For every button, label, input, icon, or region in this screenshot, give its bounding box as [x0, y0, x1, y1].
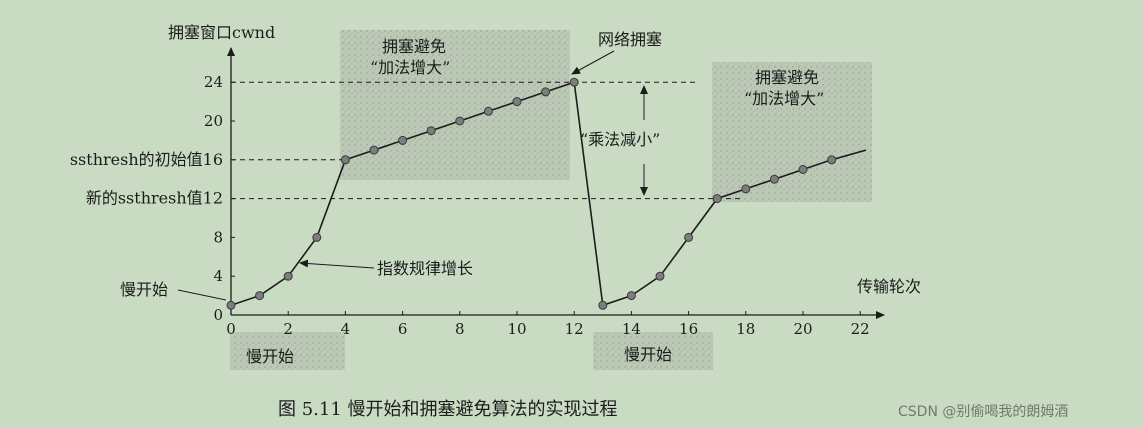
data-point: [741, 184, 751, 194]
x-tick-label: 16: [679, 320, 698, 338]
exp-growth-label: 指数规律增长: [377, 259, 473, 278]
y-tick-label: 20: [204, 112, 223, 130]
y-ticks: 0 4 8 新的ssthresh值12 ssthresh的初始值16 20 24: [70, 73, 235, 324]
watermark: CSDN @别偷喝我的朗姆酒: [898, 404, 1068, 420]
x-tick-label: 20: [793, 320, 812, 338]
data-point: [512, 97, 522, 107]
slow-start-bottom-label-1: 慢开始: [246, 347, 294, 366]
x-ticks: 0 2 4 6 8 10 12 14 16 18 20 22: [226, 311, 870, 338]
axes: 拥塞窗口cwnd 传输轮次: [168, 23, 921, 319]
data-point: [655, 271, 665, 281]
x-tick-label: 8: [455, 320, 465, 338]
x-tick-label: 12: [565, 320, 584, 338]
data-point: [398, 135, 408, 145]
data-point: [798, 165, 808, 174]
data-point: [426, 126, 436, 136]
shade-congestion-avoidance-2: [712, 62, 872, 202]
data-point: [455, 116, 465, 126]
data-point: [626, 291, 636, 301]
data-point: [684, 232, 694, 242]
data-point: [283, 271, 293, 281]
cwnd-series: [226, 77, 867, 310]
data-point: [340, 155, 350, 165]
x-tick-label: 14: [622, 320, 641, 338]
data-point: [827, 155, 837, 165]
x-tick-label: 18: [736, 320, 755, 338]
data-point: [226, 300, 236, 310]
y-tick-label: 新的ssthresh值12: [86, 189, 223, 208]
y-tick-label: 4: [213, 267, 223, 285]
reference-lines: [231, 81, 741, 200]
congestion-pointer: [571, 50, 615, 75]
slow-start-bottom-label-2: 慢开始: [624, 345, 672, 364]
data-point: [541, 87, 551, 97]
ca1-label-line1: 拥塞避免: [382, 37, 446, 56]
y-tick-label: 24: [204, 73, 223, 91]
annotations: 慢开始 慢开始 慢开始 指数规律增长 拥塞避免 “加法增大” 拥塞避免 “加法增…: [120, 30, 824, 366]
ca1-label-line2: “加法增大”: [370, 58, 450, 77]
y-axis-label: 拥塞窗口cwnd: [168, 23, 275, 42]
data-point: [569, 77, 579, 87]
x-tick-label: 6: [398, 320, 408, 338]
data-point: [312, 232, 322, 242]
x-tick-label: 0: [226, 320, 236, 338]
figure-caption: 图 5.11 慢开始和拥塞避免算法的实现过程: [278, 399, 618, 420]
data-point: [769, 174, 779, 184]
x-tick-label: 22: [851, 320, 870, 338]
mult-decrease-label: “乘法减小”: [580, 130, 660, 149]
shade-congestion-avoidance-1: [340, 30, 570, 180]
x-tick-label: 2: [283, 320, 293, 338]
shade-slow-start-bottom-1: [230, 332, 345, 370]
shade-slow-start-bottom-2: [593, 332, 713, 370]
data-point: [712, 194, 722, 204]
data-point: [255, 291, 265, 301]
data-point: [483, 106, 493, 116]
y-tick-label: 8: [213, 228, 223, 246]
ca2-label-line2: “加法增大”: [744, 89, 824, 108]
data-point: [598, 300, 608, 310]
slow-start-pointer: [177, 289, 227, 301]
exp-growth-pointer: [299, 259, 375, 269]
slow-start-left-label: 慢开始: [120, 280, 168, 299]
x-tick-label: 10: [507, 320, 526, 338]
ca2-label-line1: 拥塞避免: [755, 68, 819, 87]
y-tick-label: 0: [213, 306, 223, 324]
x-axis-label: 传输轮次: [857, 277, 921, 296]
data-point: [369, 145, 379, 155]
x-tick-label: 4: [341, 320, 351, 338]
congestion-label: 网络拥塞: [598, 30, 662, 49]
y-tick-label: ssthresh的初始值16: [70, 150, 223, 169]
shaded-regions: [230, 30, 872, 370]
